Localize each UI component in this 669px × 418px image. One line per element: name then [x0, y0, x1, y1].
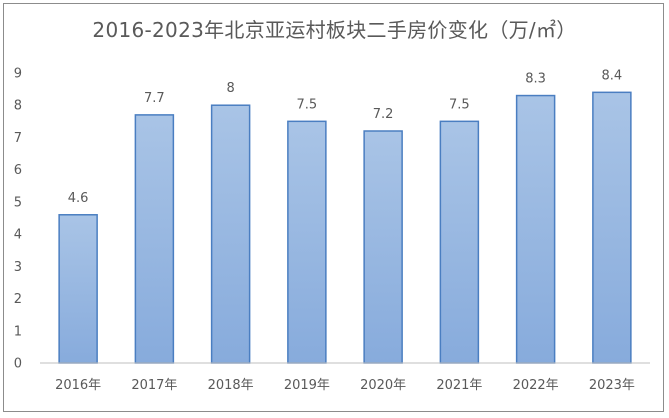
bars	[58, 91, 632, 364]
bar	[58, 214, 98, 364]
bar	[515, 94, 556, 364]
bar	[134, 114, 175, 364]
x-tick-label: 2022年	[513, 378, 559, 393]
x-tick-label: 2020年	[360, 378, 406, 393]
bar	[363, 130, 403, 364]
x-tick-label: 2021年	[436, 378, 482, 393]
y-tick-label: 5	[14, 195, 22, 210]
data-label: 4.6	[68, 191, 89, 206]
y-tick-label: 9	[14, 67, 22, 82]
data-label: 8.4	[602, 68, 623, 83]
x-tick-label: 2016年	[55, 378, 101, 393]
bar	[592, 91, 632, 364]
data-label: 7.5	[297, 97, 318, 112]
y-tick-label: 4	[14, 228, 22, 243]
y-tick-label: 1	[14, 324, 22, 339]
y-tick-label: 2	[14, 292, 22, 307]
data-label: 7.5	[449, 97, 470, 112]
x-tick-label: 2018年	[208, 378, 254, 393]
data-labels: 4.6 7.7 8 7.5 7.2 7.5 8.3 8.4	[68, 68, 622, 205]
x-axis: 2016年 2017年 2018年 2019年 2020年 2021年 2022年 2023年	[55, 378, 635, 393]
bar	[287, 120, 327, 364]
data-label: 7.2	[373, 107, 394, 122]
y-tick-label: 0	[14, 357, 22, 372]
data-label: 7.7	[144, 91, 165, 106]
y-axis: 0 1 2 3 4 5 6 7 8 9	[14, 67, 22, 372]
data-label: 8.3	[525, 72, 546, 87]
x-tick-label: 2019年	[284, 378, 330, 393]
y-tick-label: 3	[14, 260, 22, 275]
x-tick-label: 2023年	[589, 378, 635, 393]
bar	[210, 104, 251, 364]
y-tick-label: 7	[14, 131, 22, 146]
y-tick-label: 6	[14, 163, 22, 178]
x-tick-label: 2017年	[131, 378, 177, 393]
y-tick-label: 8	[14, 99, 22, 114]
data-label: 8	[226, 81, 234, 96]
bar	[439, 120, 480, 364]
chart-title: 2016-2023年北京亚运村板块二手房价变化（万/㎡）	[92, 18, 577, 42]
